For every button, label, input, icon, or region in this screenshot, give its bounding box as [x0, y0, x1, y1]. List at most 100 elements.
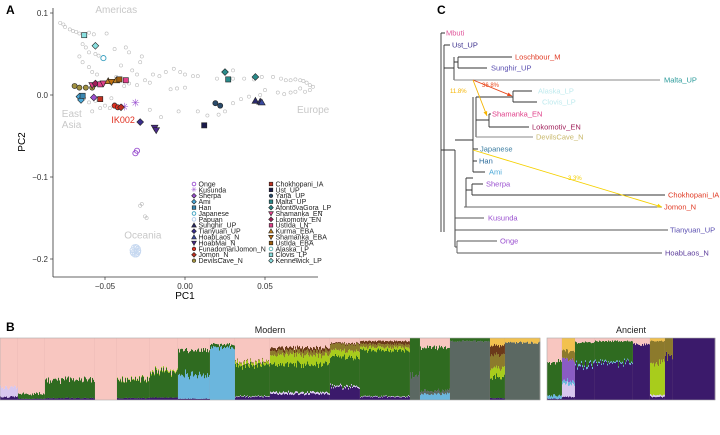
ancestry-segment [58, 338, 60, 378]
ancestry-segment [227, 346, 229, 400]
reference-point [307, 88, 312, 92]
ancestry-segment [94, 381, 96, 399]
ancestry-segment [268, 396, 270, 397]
ancestry-segment [283, 393, 285, 400]
ancestry-segment [228, 347, 230, 400]
ancestry-segment [254, 397, 256, 400]
ancestry-segment [387, 345, 389, 349]
ancestry-segment [259, 397, 261, 400]
ancestry-segment [635, 338, 637, 346]
ancestry-segment [330, 384, 332, 400]
ancestry-segment [180, 375, 182, 399]
ancestry-segment [495, 398, 497, 400]
ancestry-segment [245, 365, 247, 368]
ancestry-segment [436, 338, 438, 347]
ancestry-segment [566, 348, 568, 358]
ancestry-segment [312, 393, 314, 400]
ancestry-segment [179, 338, 181, 353]
ancestry-segment [245, 397, 247, 400]
ancestry-segment [107, 338, 109, 400]
legend-symbol [268, 257, 274, 264]
ancestry-segment [308, 355, 310, 365]
ancestry-segment [346, 344, 348, 353]
legend-label: Alaska_LP [276, 246, 310, 253]
ancestry-segment [361, 346, 363, 350]
ancestry-segment [561, 338, 563, 362]
ancestry-segment [375, 344, 377, 348]
ancestry-segment [380, 397, 382, 400]
ancestry-segment [66, 338, 68, 380]
ancestry-segment [229, 342, 231, 346]
ancestry-segment [19, 398, 21, 400]
ancestry-segment [367, 348, 369, 353]
ancestry-segment [317, 350, 319, 355]
ancestry-segment [411, 338, 413, 379]
ancestry-segment [590, 361, 592, 400]
ancestry-segment [654, 341, 656, 367]
ancestry-segment [537, 343, 539, 400]
ancestry-segment [342, 343, 344, 351]
ancestry-segment [679, 338, 681, 400]
ancestry-segment [130, 398, 132, 400]
ancestry-segment [370, 343, 372, 346]
ancestry-segment [328, 351, 330, 357]
ancestry-segment [518, 338, 520, 343]
ancestry-segment [510, 338, 512, 342]
ancestry-segment [357, 342, 359, 344]
ancestry-segment [15, 338, 17, 387]
ancestry-segment [138, 380, 140, 381]
ancestry-segment [330, 352, 332, 359]
ancestry-segment [399, 343, 401, 347]
ancestry-segment [491, 354, 493, 369]
ancestry-segment [596, 363, 598, 400]
ancestry-segment [382, 349, 384, 397]
ancestry-segment [154, 374, 156, 376]
ancestry-segment [436, 394, 438, 400]
ancestry-segment [452, 340, 454, 400]
ancestry-segment [425, 393, 427, 400]
ancestry-segment [239, 361, 241, 363]
ancestry-segment [332, 344, 334, 351]
ancestry-segment [606, 360, 608, 362]
ancestry-segment [388, 347, 390, 352]
ancestry-segment [309, 392, 311, 395]
ancestry-segment [0, 338, 2, 386]
ancestry-segment [332, 384, 334, 386]
ancestry-segment [496, 397, 498, 400]
ancestry-segment [173, 397, 175, 400]
ancestry-segment [313, 338, 315, 347]
ancestry-segment [654, 338, 656, 342]
ancestry-segment [361, 340, 363, 344]
ancestry-segment [128, 338, 130, 380]
ancestry-segment [384, 338, 386, 342]
reference-point [127, 50, 131, 55]
ancestry-segment [452, 338, 454, 341]
ancestry-segment [458, 341, 460, 400]
ancestry-segment [552, 338, 554, 363]
ancestry-segment [440, 338, 442, 348]
ancestry-segment [294, 350, 296, 354]
ancestry-segment [438, 388, 440, 393]
ancestry-segment [589, 362, 591, 400]
ancestry-segment [430, 394, 432, 400]
ancestry-segment [565, 351, 567, 360]
ancestry-segment [252, 395, 254, 397]
ancestry-segment [506, 338, 508, 343]
ancestry-segment [139, 376, 141, 399]
ancestry-segment [92, 397, 94, 400]
ancestry-segment [235, 359, 237, 362]
ancestry-segment [589, 341, 591, 362]
ancestry-segment [210, 345, 212, 350]
ancestry-segment [253, 363, 255, 366]
ancestry-segment [244, 359, 246, 362]
ancestry-segment [689, 338, 691, 400]
ancestry-segment [391, 338, 393, 342]
ancestry-segment [420, 346, 422, 393]
ancestry-segment [242, 369, 244, 397]
ancestry-segment [315, 348, 317, 353]
ancestry-segment [163, 367, 165, 398]
ancestry-segment [524, 342, 526, 400]
ancestry-segment [266, 363, 268, 397]
ancestry-segment [156, 368, 158, 370]
ancestry-segment [312, 352, 314, 357]
